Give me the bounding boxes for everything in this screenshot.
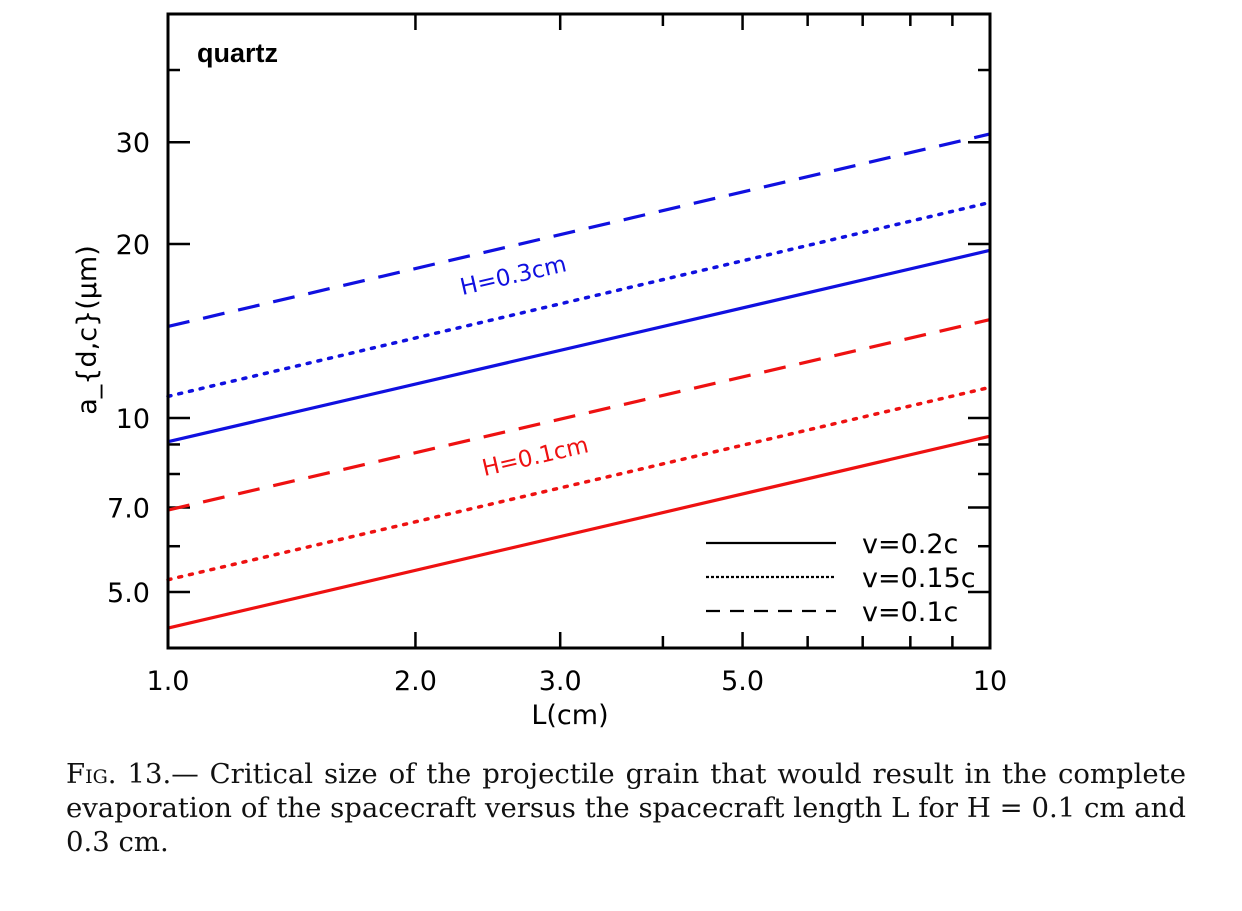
caption-text: — Critical size of the projectile grain …	[66, 758, 1186, 858]
tick-labels: 1.0 2.0 3.0 5.0 10 5.0 7.0 10 20 30	[107, 128, 1007, 697]
series-line	[167, 434, 991, 630]
y-tick-label: 5.0	[107, 578, 150, 609]
x-tick-label: 10	[973, 666, 1007, 697]
y-tick-label: 30	[116, 128, 150, 159]
series-line	[166, 385, 992, 582]
series-line	[167, 248, 991, 444]
x-tick-label: 1.0	[147, 666, 190, 697]
chart: quartz 1.0 2.0 3.0 5.0 10 5.0 7.0 10 20 30 H=0.3c…	[72, 12, 1007, 731]
group-label: H=0.1cm	[480, 432, 591, 482]
figure-label: Fig. 13.	[66, 758, 172, 790]
group-labels: H=0.3cm H=0.1cm	[458, 251, 591, 482]
y-tick-label: 20	[116, 230, 150, 261]
legend-label: v=0.2c	[862, 529, 958, 560]
series-line	[167, 318, 991, 512]
series-line	[166, 200, 992, 399]
series-lines	[166, 132, 992, 630]
plot-frame	[166, 12, 992, 650]
figure-caption: Fig. 13.— Critical size of the projectil…	[66, 757, 1186, 859]
x-axis-label: L(cm)	[531, 700, 608, 731]
y-tick-label: 7.0	[107, 494, 150, 525]
x-tick-label: 2.0	[394, 666, 437, 697]
group-label: H=0.3cm	[458, 251, 569, 301]
legend-label: v=0.15c	[862, 563, 976, 594]
series-line	[167, 132, 991, 329]
x-tick-label: 3.0	[539, 666, 582, 697]
y-tick-label: 10	[116, 404, 150, 435]
annotation-quartz: quartz	[197, 38, 278, 68]
x-tick-label: 5.0	[721, 666, 764, 697]
y-axis-label: a_{d,c}(μm)	[72, 245, 103, 415]
legend-label: v=0.1c	[862, 597, 958, 628]
